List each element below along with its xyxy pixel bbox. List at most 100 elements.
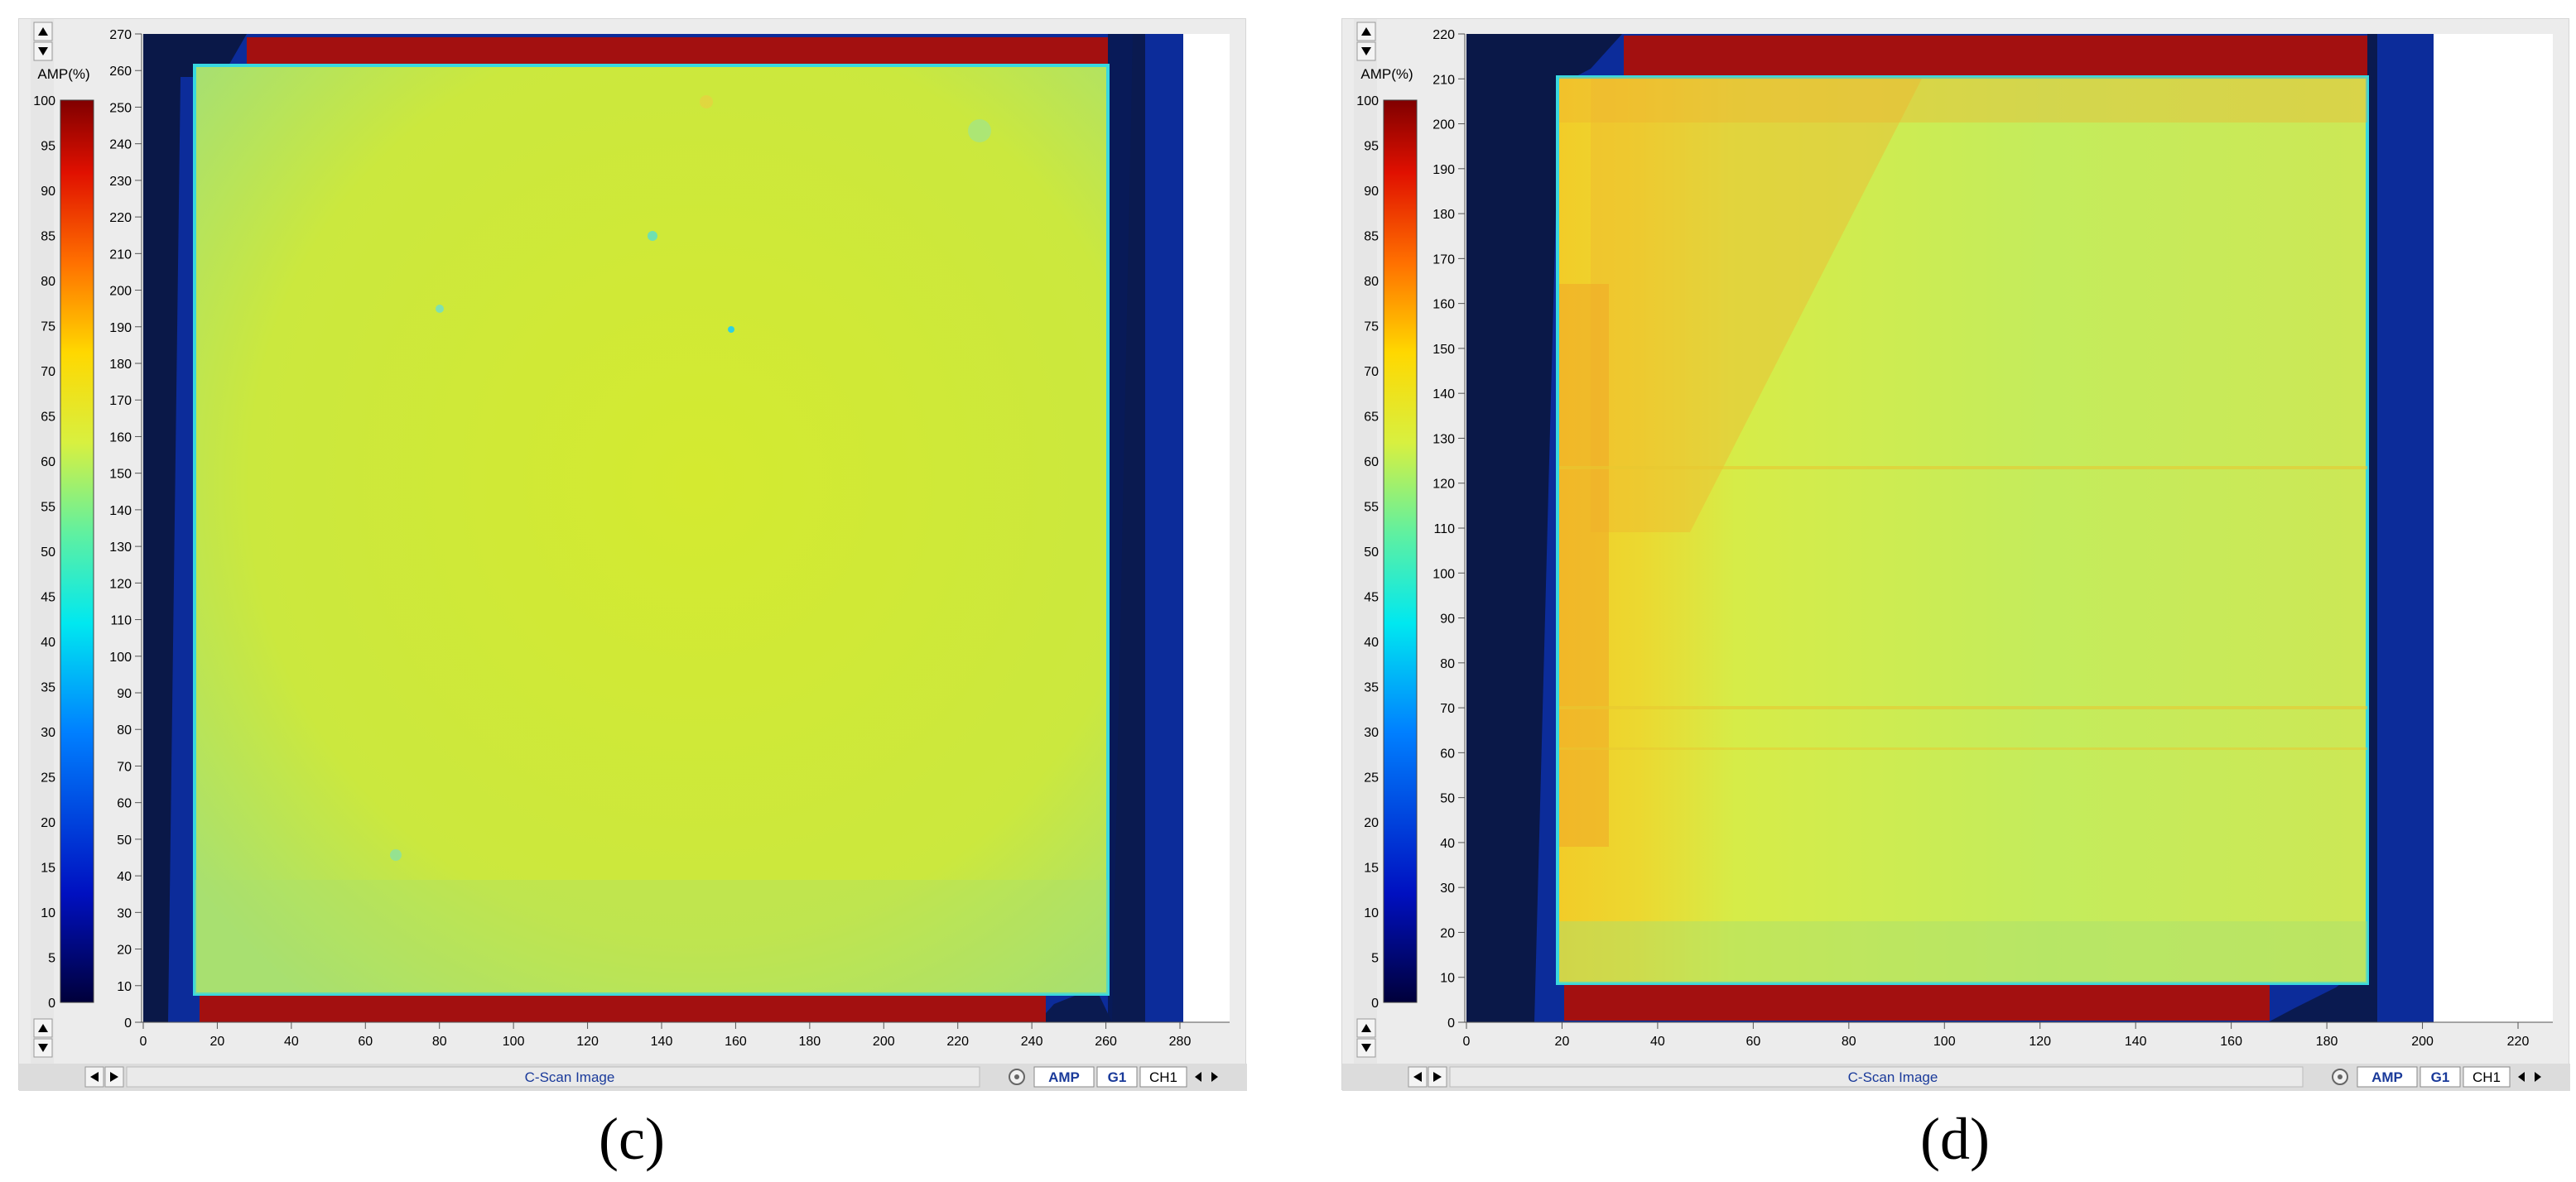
- bottom-wedge-bar: [200, 994, 1046, 1022]
- tab-ch1[interactable]: CH1: [2463, 1066, 2511, 1088]
- x-tick-label: 60: [1745, 1035, 1760, 1049]
- scroll-down-arrow-icon[interactable]: [1356, 41, 1376, 61]
- scroll-up-arrow-icon[interactable]: [33, 22, 53, 41]
- y-tick-label: 150: [1432, 343, 1455, 357]
- x-tick-label: 280: [1169, 1035, 1192, 1049]
- x-tick-label: 260: [1095, 1035, 1117, 1049]
- y-tick-label: 210: [1432, 73, 1455, 87]
- y-tick-label: 250: [109, 101, 132, 115]
- legend-tick-label: 95: [41, 140, 55, 154]
- x-tick-label: 160: [725, 1035, 747, 1049]
- cscan-image: [1466, 34, 2553, 1022]
- tab-g1[interactable]: G1: [2420, 1066, 2461, 1088]
- legend-tick-label: 70: [41, 365, 55, 379]
- legend-tick-label: 55: [41, 501, 55, 515]
- y-tick-label: 220: [1432, 28, 1455, 42]
- legend-tick-label: 60: [41, 455, 55, 469]
- display-mode-icon[interactable]: [1009, 1069, 1025, 1085]
- legend-tick-label: 75: [1364, 320, 1379, 334]
- scroll-up-arrow-icon[interactable]: [1356, 1018, 1376, 1038]
- y-tick-label: 160: [109, 430, 132, 444]
- scroll-down-arrow-icon[interactable]: [33, 1038, 53, 1058]
- y-tick-label: 40: [1440, 837, 1455, 851]
- tab-scroll-right-arrow-icon[interactable]: [1211, 1072, 1218, 1082]
- tab-ch1[interactable]: CH1: [1139, 1066, 1187, 1088]
- amp-colorbar: [60, 99, 94, 1003]
- legend-tick-label: 70: [1364, 365, 1379, 379]
- scroll-down-arrow-icon[interactable]: [33, 41, 53, 61]
- legend-tick-label: 65: [41, 411, 55, 425]
- tab-amp[interactable]: AMP: [1033, 1066, 1095, 1088]
- legend-tick-label: 25: [41, 771, 55, 786]
- x-tick-label: 40: [1650, 1035, 1665, 1049]
- panel-caption-c: (c): [599, 1106, 665, 1172]
- horizontal-scrollbar[interactable]: [1449, 1066, 2304, 1088]
- x-tick-label: 60: [358, 1035, 373, 1049]
- x-tick-label: 220: [2507, 1035, 2530, 1049]
- y-tick-label: 100: [1432, 567, 1455, 581]
- legend-tick-label: 35: [41, 681, 55, 695]
- y-tick-label: 30: [117, 906, 132, 920]
- y-tick-label: 150: [109, 468, 132, 482]
- y-tick-label: 220: [109, 211, 132, 225]
- tab-g1[interactable]: G1: [1096, 1066, 1138, 1088]
- y-tick-label: 200: [1432, 118, 1455, 132]
- y-tick-label: 90: [117, 687, 132, 701]
- y-tick-label: 50: [117, 834, 132, 848]
- legend-tick-label: 10: [41, 906, 55, 920]
- left-scroll-strip: [1354, 19, 1377, 1091]
- legend-tick-label: 10: [1364, 906, 1379, 920]
- specimen-region: [193, 64, 1110, 996]
- legend-tick-label: 15: [1364, 862, 1379, 876]
- tab-amp-label: AMP: [2371, 1069, 2403, 1085]
- y-tick-label: 120: [1432, 478, 1455, 492]
- x-tick-label: 200: [2411, 1035, 2434, 1049]
- scroll-down-arrow-icon[interactable]: [1356, 1038, 1376, 1058]
- y-tick-label: 30: [1440, 882, 1455, 896]
- tab-amp[interactable]: AMP: [2357, 1066, 2418, 1088]
- legend-tick-label: 15: [41, 862, 55, 876]
- legend-tick-label: 30: [41, 726, 55, 740]
- y-tick-label: 230: [109, 175, 132, 189]
- tab-amp-label: AMP: [1048, 1069, 1080, 1085]
- legend-title: AMP(%): [37, 66, 89, 82]
- scroll-right-arrow-icon[interactable]: [104, 1066, 124, 1088]
- y-tick-label: 70: [1440, 702, 1455, 716]
- legend-tick-label: 50: [41, 545, 55, 560]
- tab-ch1-label: CH1: [1149, 1069, 1177, 1085]
- legend-tick-label: 55: [1364, 501, 1379, 515]
- legend-tick-label: 90: [41, 185, 55, 199]
- x-tick-label: 140: [2125, 1035, 2147, 1049]
- scroll-left-arrow-icon[interactable]: [1408, 1066, 1428, 1088]
- legend-tick-label: 20: [1364, 816, 1379, 830]
- legend-tick-label: 5: [1371, 952, 1379, 966]
- y-tick-label: 20: [117, 944, 132, 958]
- legend-tick-label: 5: [48, 952, 55, 966]
- scroll-right-arrow-icon[interactable]: [1428, 1066, 1447, 1088]
- legend-tick-label: 95: [1364, 140, 1379, 154]
- tab-scroll-right-arrow-icon[interactable]: [2535, 1072, 2541, 1082]
- scroll-up-arrow-icon[interactable]: [1356, 22, 1376, 41]
- y-tick-label: 80: [117, 723, 132, 738]
- y-axis-tick-labels: 0 10 20 30 40 50 60 70 80 90 100 110 120 130 140 150 160…: [1432, 28, 1465, 1031]
- tab-scroll-left-arrow-icon[interactable]: [1195, 1072, 1201, 1082]
- legend-tick-labels: 0 5 10 15 20 25 30 35 40 45 50 55 60 65 70 75 80 85 90 95 10…: [1356, 94, 1379, 1011]
- legend-tick-label: 90: [1364, 185, 1379, 199]
- y-tick-label: 160: [1432, 298, 1455, 312]
- x-tick-label: 120: [2029, 1035, 2051, 1049]
- legend-tick-label: 65: [1364, 411, 1379, 425]
- display-mode-icon[interactable]: [2332, 1069, 2348, 1085]
- tab-scroll-left-arrow-icon[interactable]: [2518, 1072, 2525, 1082]
- x-tick-label: 0: [140, 1035, 147, 1049]
- scroll-up-arrow-icon[interactable]: [33, 1018, 53, 1038]
- horizontal-scrollbar[interactable]: [126, 1066, 980, 1088]
- scroll-left-arrow-icon[interactable]: [84, 1066, 104, 1088]
- x-tick-label: 240: [1021, 1035, 1043, 1049]
- x-axis-tick-labels: 0 20 40 60 80 100 120 140 160 180 200 220 240 260 280: [140, 1022, 1192, 1049]
- legend-tick-label: 75: [41, 320, 55, 334]
- y-tick-label: 60: [1440, 747, 1455, 761]
- y-tick-label: 80: [1440, 657, 1455, 671]
- legend-tick-label: 85: [41, 230, 55, 244]
- y-tick-label: 190: [1432, 163, 1455, 177]
- legend-tick-label: 100: [1356, 94, 1379, 108]
